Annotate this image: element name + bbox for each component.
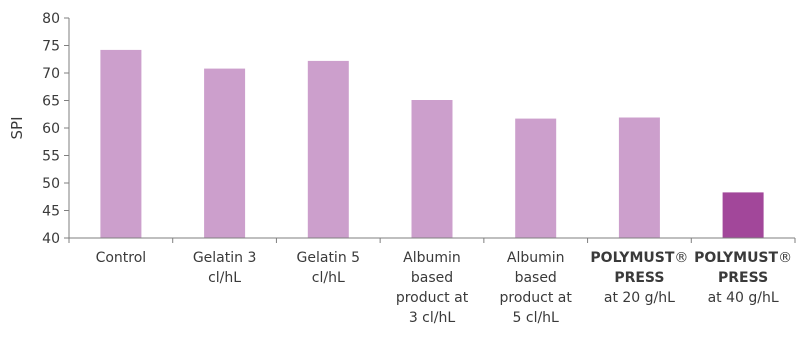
y-tick-labels: 40 45 50 55 60 65 70 75 80 [42, 11, 60, 247]
bar-6 [618, 117, 660, 238]
y-tick-label-55: 55 [42, 149, 60, 165]
bars-group [100, 49, 764, 239]
category-label-2-line-2: cl/hL [208, 270, 241, 286]
category-label-5: Albumin based product at 5 cl/hL [500, 250, 573, 326]
category-label-1-line-1: Control [96, 250, 147, 266]
category-label-1: Control [96, 250, 147, 266]
y-tick-label-60: 60 [42, 121, 60, 137]
y-tick-label-65: 65 [42, 94, 60, 110]
y-tick-label-75: 75 [42, 39, 60, 55]
y-axis-label: SPI [8, 117, 26, 140]
category-label-2-line-1: Gelatin 3 [193, 250, 257, 266]
category-label-6: POLYMUST® PRESS at 20 g/hL [590, 250, 688, 306]
category-label-7-line-3: at 40 g/hL [708, 290, 779, 306]
category-label-2: Gelatin 3 cl/hL [193, 250, 257, 286]
category-label-6-line-3: at 20 g/hL [604, 290, 675, 306]
bar-4 [411, 100, 453, 238]
category-label-5-line-4: 5 cl/hL [513, 310, 560, 326]
registered-mark: ® [778, 250, 792, 266]
category-label-3: Gelatin 5 cl/hL [297, 250, 361, 286]
category-label-3-line-2: cl/hL [312, 270, 345, 286]
category-label-4-line-1: Albumin [403, 250, 461, 266]
category-label-7: POLYMUST® PRESS at 40 g/hL [694, 250, 792, 306]
category-label-4-line-2: based [411, 270, 453, 286]
y-tick-label-50: 50 [42, 176, 60, 192]
category-label-6-line-2: PRESS [614, 270, 664, 286]
category-label-6-line-1: POLYMUST® [590, 250, 688, 266]
category-label-5-line-3: product at [500, 290, 573, 306]
bar-7 [722, 192, 764, 238]
bar-2 [204, 68, 246, 238]
bar-1 [100, 49, 142, 239]
category-label-3-line-1: Gelatin 5 [297, 250, 361, 266]
y-tick-label-40: 40 [42, 231, 60, 247]
category-label-4: Albumin based product at 3 cl/hL [396, 250, 469, 326]
bar-3 [307, 60, 349, 239]
category-label-7-line-1: POLYMUST® [694, 250, 792, 266]
category-label-4-line-3: product at [396, 290, 469, 306]
category-labels: Control Gelatin 3 cl/hL Gelatin 5 cl/hL Album… [96, 250, 792, 326]
axes-group [64, 17, 796, 243]
category-label-4-line-4: 3 cl/hL [409, 310, 456, 326]
y-tick-label-70: 70 [42, 66, 60, 82]
category-label-5-line-2: based [515, 270, 557, 286]
y-tick-label-80: 80 [42, 11, 60, 27]
category-label-7-line-2: PRESS [718, 270, 768, 286]
registered-mark: ® [674, 250, 688, 266]
y-tick-label-45: 45 [42, 204, 60, 220]
category-label-5-line-1: Albumin [507, 250, 565, 266]
bar-5 [515, 118, 557, 238]
